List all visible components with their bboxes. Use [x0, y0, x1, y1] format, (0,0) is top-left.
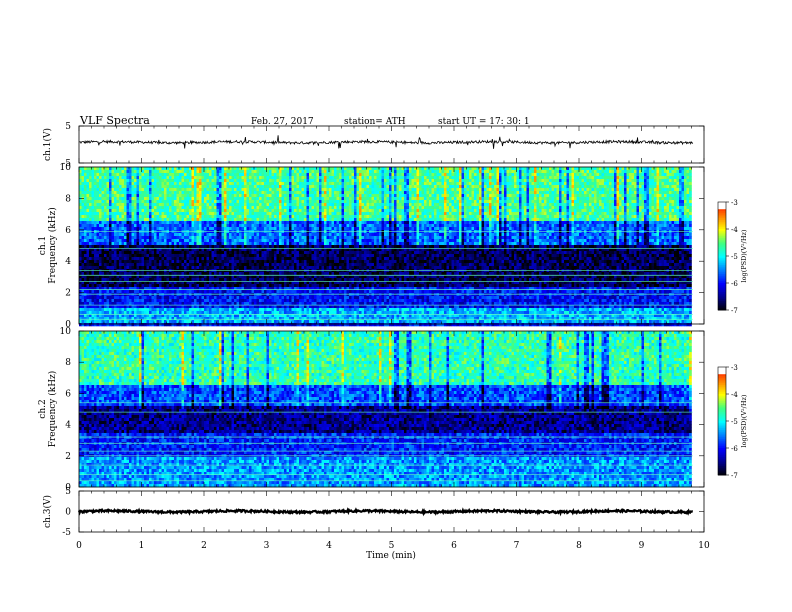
y-tick-label: 8	[65, 194, 71, 204]
ch1-spectrogram-panel: 0 2 4 6 8 10 ch.1Frequency (kHz)	[38, 163, 705, 330]
colorbar-tick-label: -7	[731, 472, 738, 480]
colorbar-tick-label: -6	[731, 280, 738, 288]
ch1-colorbar: -3 -4 -5 -6 -7 log(PSD)(V²/Hz)	[717, 199, 748, 315]
y-tick-label: 4	[65, 257, 71, 267]
y-tick-label: 5	[65, 487, 71, 497]
ch1-spectrogram-image	[79, 167, 692, 327]
x-tick-label: 7	[514, 541, 520, 551]
y-tick-label: 10	[60, 327, 72, 337]
ch2-spectrogram-panel: 0 2 4 6 8 10 ch.2Frequency (kHz)	[38, 327, 705, 493]
ch3-waveform-panel: 5 0 -5 ch.3(V)	[42, 487, 705, 538]
x-tick-label: 3	[264, 541, 270, 551]
y-tick-label: 0	[65, 508, 71, 518]
figure-title: VLF Spectra	[79, 114, 150, 127]
x-tick-label: 9	[639, 541, 645, 551]
time-axis: 0 1 2 3 4 5 6 7 8 9 10	[76, 541, 710, 551]
y-tick-label: 2	[65, 289, 71, 299]
station-label: station= ATH	[344, 117, 406, 127]
y-axis-label: ch.1Frequency (kHz)	[38, 207, 58, 284]
colorbar-label: log(PSD)(V²/Hz)	[740, 394, 748, 447]
ch2-colorbar: -3 -4 -5 -6 -7 log(PSD)(V²/Hz)	[717, 364, 748, 480]
y-tick-label: 2	[65, 452, 71, 462]
start-time-label: start UT = 17: 30: 1	[438, 117, 530, 127]
colorbar-label: log(PSD)(V²/Hz)	[740, 229, 748, 282]
ch1-waveform-trace	[79, 135, 694, 149]
colorbar-tick-label: -5	[731, 418, 738, 426]
x-tick-label: 4	[326, 541, 332, 551]
y-tick-label: -5	[62, 159, 71, 169]
colorbar-tick-label: -3	[731, 364, 738, 372]
ch1-frame	[78, 125, 705, 164]
x-tick-label: 0	[76, 541, 82, 551]
x-tick-label: 8	[576, 541, 582, 551]
date-label: Feb. 27, 2017	[251, 117, 314, 127]
y-tick-label: -5	[62, 528, 71, 538]
y-tick-label: 5	[65, 122, 71, 132]
x-tick-label: 2	[201, 541, 207, 551]
y-tick-label: 10	[60, 163, 72, 173]
y-axis-label: ch.2Frequency (kHz)	[38, 371, 58, 448]
x-axis-label: Time (min)	[366, 550, 416, 561]
y-tick-label: 0	[65, 483, 71, 493]
ch3-waveform-trace	[77, 507, 693, 517]
y-tick-label: 8	[65, 358, 71, 368]
y-tick-label: 4	[65, 421, 71, 431]
y-axis-label: ch.1(V)	[42, 128, 53, 161]
x-tick-label: 5	[389, 541, 395, 551]
y-tick-label: 0	[65, 320, 71, 330]
colorbar-tick-label: -4	[731, 226, 738, 234]
y-axis-label: ch.3(V)	[42, 495, 53, 528]
x-tick-label: 10	[698, 541, 710, 551]
ch1-waveform-panel: 5 -5 ch.1(V)	[42, 122, 705, 169]
x-tick-label: 6	[451, 541, 457, 551]
y-tick-label: 6	[65, 226, 71, 236]
x-tick-label: 1	[139, 541, 145, 551]
y-tick-label: 6	[65, 389, 71, 399]
colorbar-tick-label: -3	[731, 199, 738, 207]
ch2-spectrogram-image	[79, 331, 692, 488]
colorbar-tick-label: -4	[731, 391, 738, 399]
colorbar-tick-label: -6	[731, 445, 738, 453]
colorbar-tick-label: -5	[731, 253, 738, 261]
colorbar-tick-label: -7	[731, 307, 738, 315]
